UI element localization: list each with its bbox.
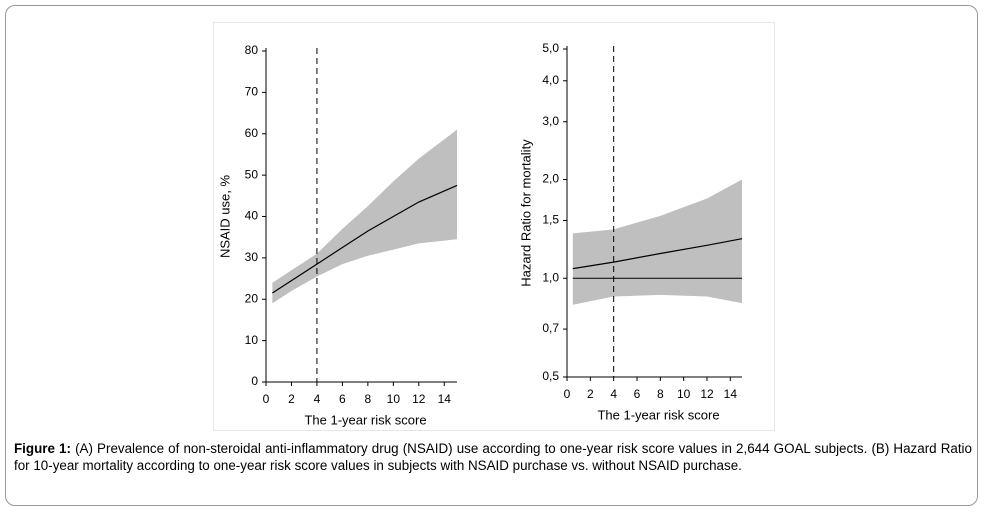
y-tick-label: 0 xyxy=(251,374,258,388)
confidence-band xyxy=(272,129,457,304)
x-tick-label: 14 xyxy=(724,387,738,401)
x-tick-label: 4 xyxy=(610,387,617,401)
y-tick-label: 30 xyxy=(245,250,259,264)
y-tick-label: 2,0 xyxy=(542,172,559,186)
x-axis-label: The 1-year risk score xyxy=(304,412,426,427)
y-tick-label: 3,0 xyxy=(542,114,559,128)
caption: Figure 1: (A) Prevalence of non-steroida… xyxy=(14,440,972,474)
y-tick-label: 80 xyxy=(245,43,259,57)
y-axis-label: Hazard Ratio for mortality xyxy=(518,139,533,287)
y-tick-label: 1,5 xyxy=(542,213,559,227)
x-tick-label: 12 xyxy=(412,392,426,406)
x-tick-label: 2 xyxy=(587,387,594,401)
x-tick-label: 0 xyxy=(263,392,270,406)
y-axis-label: NSAID use, % xyxy=(217,175,232,259)
y-tick-label: 20 xyxy=(245,291,259,305)
x-tick-label: 0 xyxy=(564,387,571,401)
line xyxy=(572,238,743,270)
x-tick-label: 6 xyxy=(339,392,346,406)
y-tick-label: 50 xyxy=(245,167,259,181)
y-tick-label: 5,0 xyxy=(542,41,559,55)
y-tick-label: 70 xyxy=(245,85,259,99)
caption-label: Figure 1: xyxy=(14,441,71,456)
y-tick-label: 0,7 xyxy=(542,321,559,335)
x-tick-label: 14 xyxy=(438,392,452,406)
figure-panel xyxy=(213,22,775,431)
x-tick-label: 2 xyxy=(288,392,295,406)
y-tick-label: 40 xyxy=(245,209,259,223)
line xyxy=(272,184,458,294)
y-tick-label: 10 xyxy=(245,333,259,347)
x-tick-label: 10 xyxy=(387,392,401,406)
x-tick-label: 10 xyxy=(677,387,691,401)
caption-text: (A) Prevalence of non-steroidal anti-inf… xyxy=(14,441,972,473)
x-tick-label: 12 xyxy=(700,387,714,401)
figure-frame xyxy=(5,5,978,506)
x-axis-label: The 1-year risk score xyxy=(597,407,719,422)
x-tick-label: 8 xyxy=(657,387,664,401)
x-tick-label: 8 xyxy=(365,392,372,406)
y-tick-label: 4,0 xyxy=(542,73,559,87)
x-tick-label: 6 xyxy=(634,387,641,401)
y-tick-label: 0,5 xyxy=(542,369,559,383)
y-tick-label: 60 xyxy=(245,126,259,140)
y-tick-label: 1,0 xyxy=(542,270,559,284)
x-tick-label: 4 xyxy=(314,392,321,406)
confidence-band xyxy=(572,179,742,305)
